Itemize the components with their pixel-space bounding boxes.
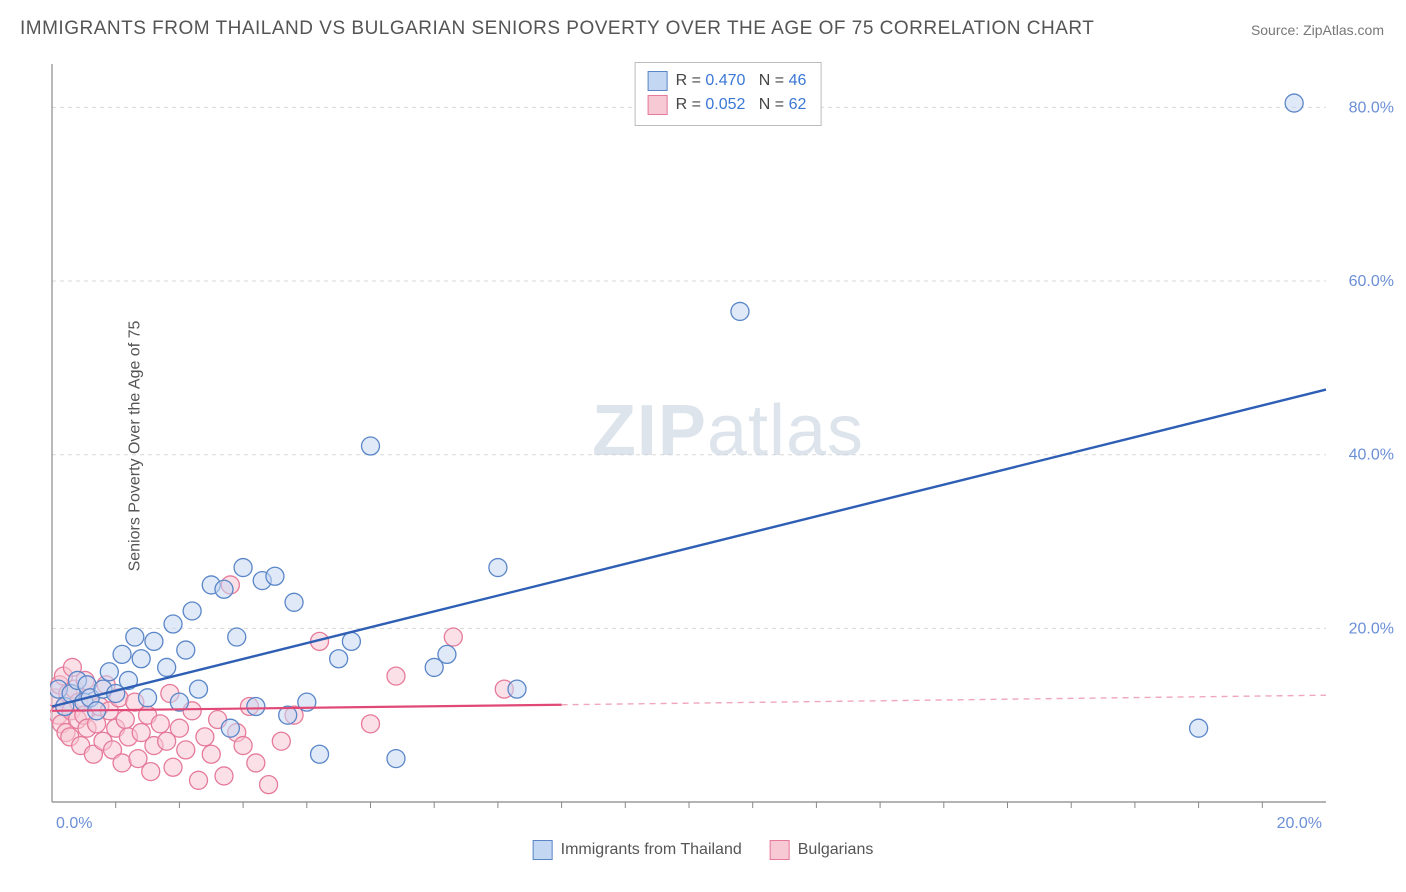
legend-swatch-blue — [533, 840, 553, 860]
chart-title: IMMIGRANTS FROM THAILAND VS BULGARIAN SE… — [20, 18, 1094, 40]
legend-label: Immigrants from Thailand — [561, 841, 742, 859]
stats-legend: R = 0.470 N = 46 R = 0.052 N = 62 — [635, 62, 822, 126]
svg-text:20.0%: 20.0% — [1277, 815, 1322, 832]
svg-text:20.0%: 20.0% — [1349, 620, 1394, 637]
legend-item: Immigrants from Thailand — [533, 840, 742, 860]
chart-svg: 20.0% 40.0% 60.0% 80.0% 0.0% 20.0% — [50, 60, 1406, 832]
legend-swatch-blue — [648, 71, 668, 91]
stats-legend-text: R = 0.052 N = 62 — [676, 96, 807, 114]
stats-legend-text: R = 0.470 N = 46 — [676, 72, 807, 90]
svg-text:0.0%: 0.0% — [56, 815, 92, 832]
legend-item: Bulgarians — [770, 840, 874, 860]
plot-area: 20.0%40.0%60.0%80.0%0.0%20.0% ZIPatlas R… — [50, 60, 1406, 832]
source-attribution: Source: ZipAtlas.com — [1251, 22, 1384, 38]
svg-text:80.0%: 80.0% — [1349, 99, 1394, 116]
stats-legend-row: R = 0.470 N = 46 — [648, 69, 807, 93]
series-legend: Immigrants from Thailand Bulgarians — [533, 840, 874, 860]
legend-swatch-pink — [648, 95, 668, 115]
svg-text:40.0%: 40.0% — [1349, 447, 1394, 464]
legend-swatch-pink — [770, 840, 790, 860]
legend-label: Bulgarians — [798, 841, 874, 859]
stats-legend-row: R = 0.052 N = 62 — [648, 93, 807, 117]
svg-text:60.0%: 60.0% — [1349, 273, 1394, 290]
